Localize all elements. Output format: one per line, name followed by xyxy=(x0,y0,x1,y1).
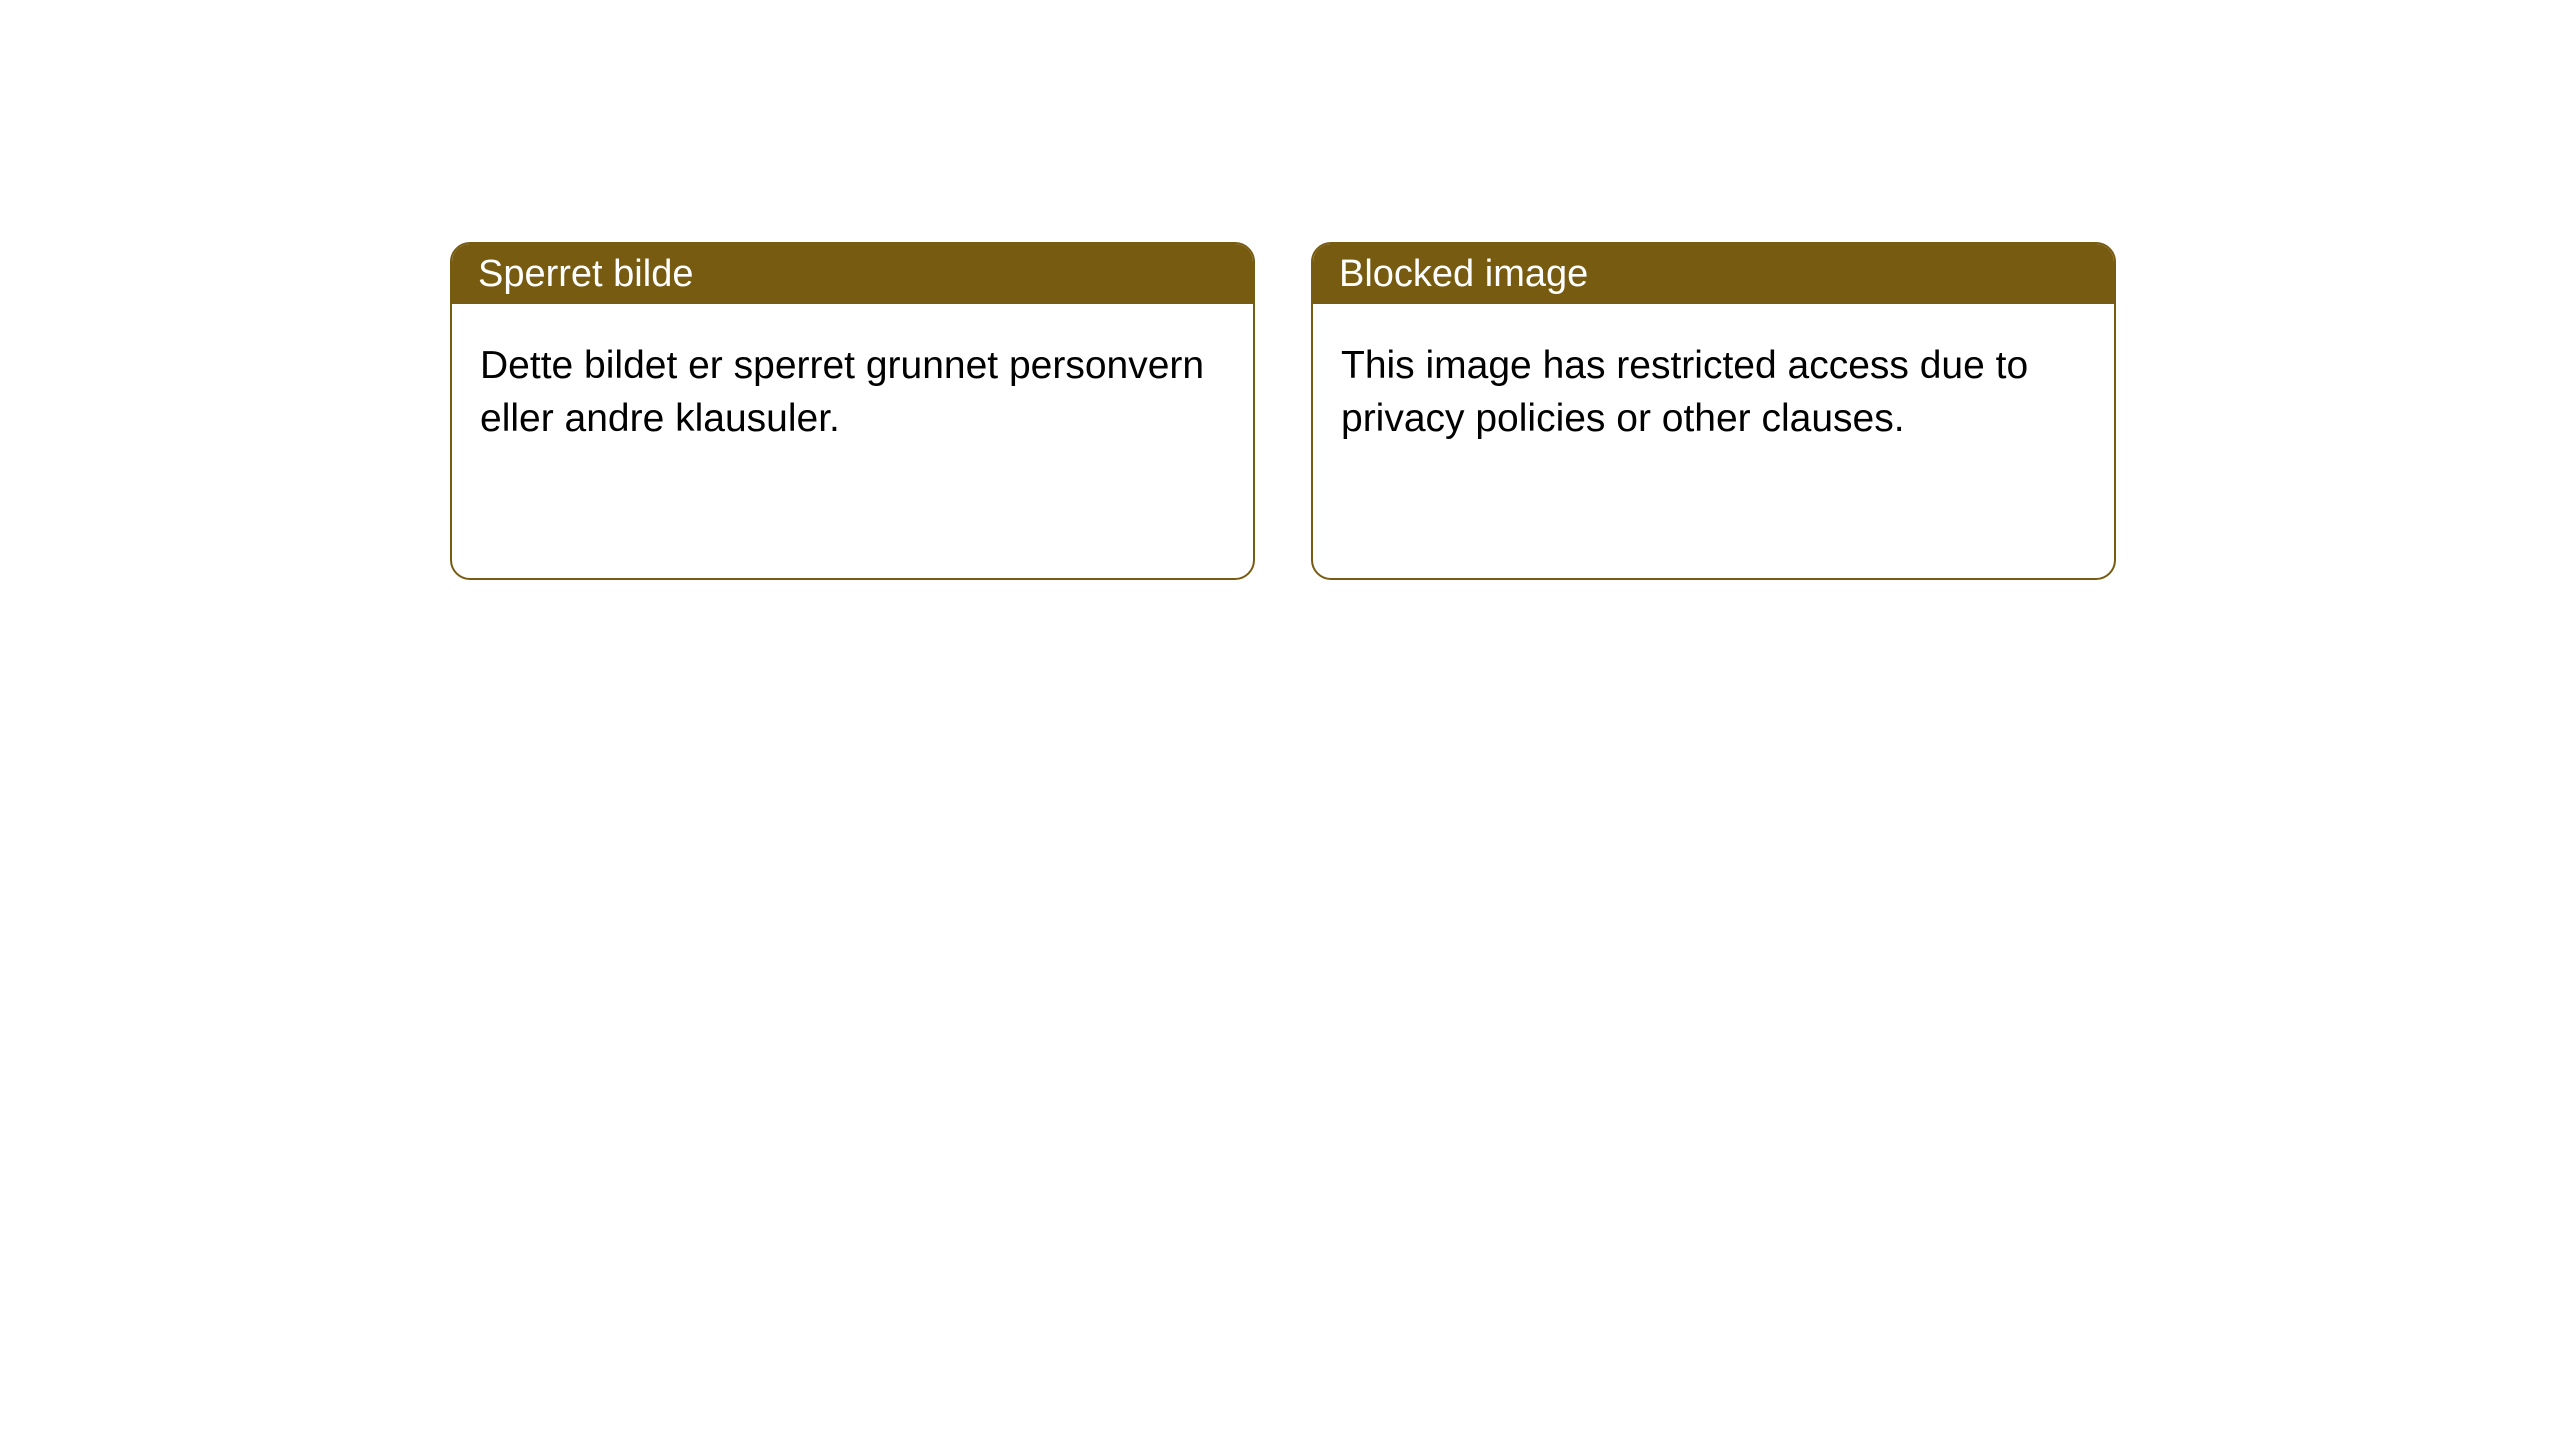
notice-body-no: Dette bildet er sperret grunnet personve… xyxy=(452,304,1253,481)
notice-card-en: Blocked image This image has restricted … xyxy=(1311,242,2116,580)
notice-container: Sperret bilde Dette bildet er sperret gr… xyxy=(450,242,2116,580)
notice-header-en: Blocked image xyxy=(1313,244,2114,304)
notice-header-no: Sperret bilde xyxy=(452,244,1253,304)
notice-card-no: Sperret bilde Dette bildet er sperret gr… xyxy=(450,242,1255,580)
notice-body-en: This image has restricted access due to … xyxy=(1313,304,2114,481)
